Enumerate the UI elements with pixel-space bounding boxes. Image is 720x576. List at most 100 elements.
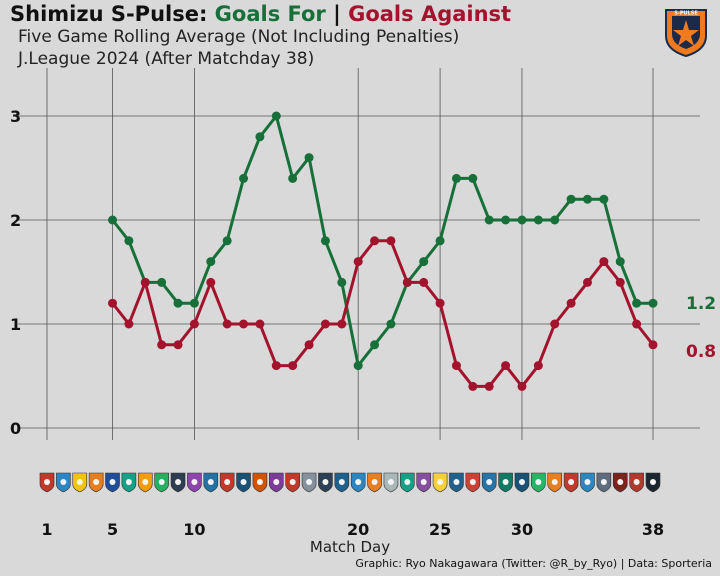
goals-for-point (189, 298, 199, 308)
series-line-goals-for (111, 114, 653, 368)
goals-for-point (599, 194, 609, 204)
x-tick-label: 10 (183, 520, 205, 539)
goals-against-point (435, 298, 445, 308)
goals-against-point (189, 319, 199, 329)
goals-for-point (632, 298, 642, 308)
goals-against-end-label: 0.8 (686, 342, 716, 362)
opponent-badge-icon (203, 472, 219, 493)
opponent-badge-icon (563, 472, 579, 493)
goals-against-point (468, 381, 478, 391)
goals-for-point (124, 236, 134, 246)
opponent-badge-icon (400, 472, 415, 493)
goals-for-point (533, 215, 543, 225)
x-tick-label: 25 (429, 520, 451, 539)
opponent-badge-icon (154, 472, 169, 493)
goals-for-point (386, 319, 396, 329)
opponent-badge-icon (72, 472, 88, 493)
goals-for-point (304, 153, 314, 163)
goals-for-point (157, 277, 167, 287)
y-tick-label: 3 (10, 107, 21, 126)
goals-for-point (288, 173, 298, 183)
goals-against-point (632, 319, 642, 329)
goals-for-point (173, 298, 183, 308)
y-tick-label: 1 (10, 315, 21, 334)
title-separator: | (325, 2, 349, 26)
opponent-badge-icon (318, 472, 333, 493)
goals-against-point (239, 319, 249, 329)
goals-against-point (320, 319, 330, 329)
x-tick-label: 30 (511, 520, 533, 539)
goals-against-point (206, 277, 216, 287)
goals-for-point (255, 132, 265, 142)
goals-against-point (124, 319, 134, 329)
goals-for-point (550, 215, 560, 225)
opponent-badge-icon (612, 472, 628, 493)
opponent-badge-icon (580, 472, 595, 493)
goals-for-point (271, 111, 281, 121)
goals-against-point (533, 361, 543, 371)
opponent-badge-icon (645, 472, 661, 493)
opponent-badge-icon (531, 472, 546, 493)
opponent-badge-icon (334, 472, 350, 493)
opponent-badge-icon (367, 472, 382, 493)
chart-subtitle: Five Game Rolling Average (Not Including… (18, 27, 460, 47)
goals-against-point (304, 340, 314, 350)
goals-against-point (108, 298, 118, 308)
goals-for-point (582, 194, 592, 204)
goals-against-point (173, 340, 183, 350)
y-tick-label: 0 (10, 419, 21, 438)
goals-against-point (222, 319, 232, 329)
goals-against-point (353, 257, 363, 267)
opponent-badge-icon (383, 472, 399, 493)
chart-subtitle-season: J.League 2024 (After Matchday 38) (18, 49, 315, 69)
goals-for-point (206, 257, 216, 267)
opponent-badge-icon (170, 472, 186, 493)
x-tick-label: 5 (107, 520, 118, 539)
goals-against-point (451, 361, 461, 371)
opponent-badge-icon (137, 472, 153, 493)
title-team: Shimizu S-Pulse: (10, 2, 215, 26)
opponent-badge-icon (285, 472, 300, 493)
goals-against-point (582, 277, 592, 287)
opponent-badge-icon (629, 472, 644, 493)
goals-against-point (501, 361, 511, 371)
team-crest-logo: S-PULSE (665, 9, 707, 58)
goals-for-point (370, 340, 380, 350)
opponent-badge-icon (219, 472, 235, 493)
goals-for-point (451, 173, 461, 183)
opponent-badge-icon (350, 472, 366, 493)
opponent-badge-icon (39, 472, 55, 493)
goals-against-point (484, 381, 494, 391)
goals-for-point (108, 215, 118, 225)
goals-for-point (517, 215, 527, 225)
goals-for-point (222, 236, 232, 246)
opponent-badge-icon (88, 472, 104, 493)
opponent-badge-icon (416, 472, 432, 493)
goals-for-point (501, 215, 511, 225)
goals-against-point (517, 381, 527, 391)
opponent-badge-icon (105, 472, 120, 493)
goals-against-point (271, 361, 281, 371)
goals-against-point (157, 340, 167, 350)
goals-against-point (419, 277, 429, 287)
opponent-badge-icon (547, 472, 563, 493)
title-goals-for: Goals For (214, 2, 326, 26)
goals-against-point (550, 319, 560, 329)
goals-against-point (337, 319, 347, 329)
x-tick-label: 20 (347, 520, 369, 539)
goals-against-point (402, 277, 412, 287)
credit-line: Graphic: Ryo Nakagawara (Twitter: @R_by_… (355, 557, 712, 570)
opponent-badge-icon (596, 472, 612, 493)
opponent-badge-icon (449, 472, 464, 493)
goals-against-point (599, 257, 609, 267)
x-tick-label: 38 (642, 520, 664, 539)
goals-against-point (386, 236, 396, 246)
goals-for-point (337, 277, 347, 287)
opponent-badge-icon (514, 472, 530, 493)
goals-for-end-label: 1.2 (686, 294, 716, 314)
opponent-badge-icon (56, 472, 71, 493)
goals-for-point (468, 173, 478, 183)
goals-against-point (370, 236, 380, 246)
goals-against-point (648, 340, 658, 350)
